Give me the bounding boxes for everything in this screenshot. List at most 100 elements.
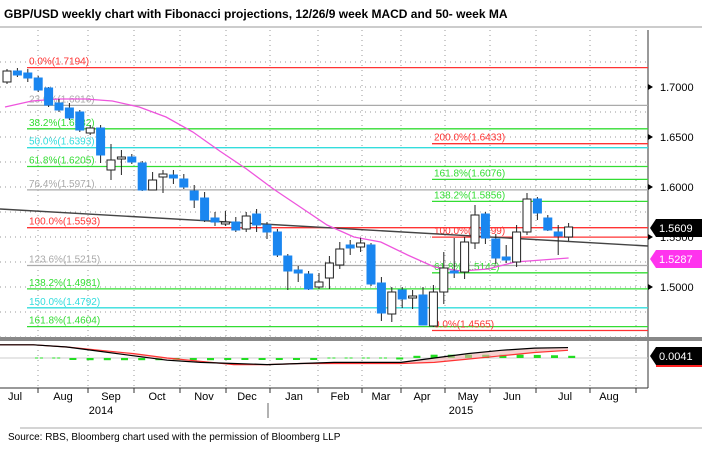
macd-hist-bar [413,355,421,358]
candle-down [283,255,293,272]
fib-close: ) [86,57,89,68]
candle-down [345,244,355,249]
fib-open: ( [57,179,61,190]
candle-up [106,159,116,171]
fib-value: 1.4565 [460,320,491,331]
fib-close: ) [97,217,100,228]
fib-label: 200.0%(1.6433) [434,133,505,144]
fib-value: 1.4792 [66,297,97,308]
candle-up [522,198,532,233]
macd-hist-bar [69,358,77,360]
candle-up [116,156,126,160]
fib-close: ) [491,320,494,331]
candle-up [428,291,438,327]
macd-hist-bar [568,355,576,358]
fib-close: ) [97,297,100,308]
candle-down [532,198,542,214]
candle-down [397,289,407,300]
candle-down [501,256,511,261]
macd-hist-bar [551,355,558,358]
fib-close: ) [97,278,100,289]
x-month-label: Jun [503,391,521,403]
candle-down [418,294,428,326]
y-tick-label: 1.6000 [660,182,694,194]
y-tick-label: 1.7000 [660,82,694,94]
macd-hist-bar [430,354,438,358]
fib-value: 1.5215 [66,255,97,266]
fib-close: ) [91,179,94,190]
fib-value: 1.5856 [471,190,502,201]
x-month-label: Jul [558,391,572,403]
fib-pct: 50.0% [29,137,57,148]
fib-label: 0.0%(1.7194) [29,57,89,68]
candle-up [314,281,324,288]
y-tick-arrow [648,234,653,240]
macd-hist-bar [224,358,232,360]
y-tick-label: 1.6500 [660,132,694,144]
fib-open: ( [57,137,61,148]
x-month-label: Apr [413,391,430,403]
source-note: Source: RBS, Bloomberg chart used with t… [8,432,341,443]
candle-down [366,244,376,285]
fib-close: ) [97,316,100,327]
fib-label: 123.6%(1.5215) [29,255,100,266]
candle-down [44,87,54,106]
fib-value: 1.5971 [61,179,92,190]
fib-value: 1.5593 [66,217,97,228]
fib-pct: 0.0% [29,57,52,68]
candle-up [408,295,418,299]
fib-value: 1.5142 [466,262,497,273]
candle-down [480,213,490,239]
candle-down [64,107,74,119]
y-tick-arrow [648,184,653,190]
fib-close: ) [502,190,505,201]
candle-up [158,173,168,178]
macd-hist-bar [86,358,94,361]
fib-pct: 138.2% [29,278,63,289]
fib-label: 161.8%(1.4604) [29,316,100,327]
fib-pct: 161.8% [29,316,63,327]
fib-open: ( [57,156,61,167]
fib-pct: 138.2% [434,190,468,201]
fib-pct: 61.8% [434,262,462,273]
x-year-label: 2015 [449,405,473,417]
fib-label: 150.0%(1.4792) [29,297,100,308]
fib-close: ) [91,137,94,148]
candle-down [137,162,147,191]
macd-hist-bar [396,357,404,360]
y-tick-arrow [648,84,653,90]
macd-hist-bar [499,354,507,358]
fib-value: 1.4604 [66,316,97,327]
fib-label: 138.2%(1.5856) [434,190,505,201]
fib-open: ( [457,320,461,331]
fib-open: ( [63,217,67,228]
fib-label: 76.4%(1.5971) [29,179,95,190]
fib-open: ( [468,168,472,179]
fib-value: 1.6393 [61,137,92,148]
candle-up [2,70,12,83]
macd-hist-bar [516,354,524,358]
candle-down [262,224,272,233]
fib-pct: 100.0% [434,226,468,237]
fib-close: ) [91,156,94,167]
fib-label: 0.0%(1.4565) [434,320,494,331]
macd-value-badge-bg [650,347,702,365]
x-year-label: 2014 [89,405,113,417]
candle-up [387,291,397,315]
fib-close: ) [91,118,94,129]
fib-pct: 200.0% [434,133,468,144]
candle-up [335,248,345,266]
y-tick-arrow [648,134,653,140]
macd-hist-bar [275,358,283,360]
candle-down [23,72,33,79]
y-tick-arrow [648,284,653,290]
candle-down [33,77,43,91]
macd-hist-bar [207,358,214,361]
candle-down [293,269,303,274]
fib-close: ) [502,133,505,144]
macd-fill [0,344,568,365]
fib-open: ( [468,133,472,144]
fib-pct: 76.4% [29,179,57,190]
panel-divider [0,337,702,341]
